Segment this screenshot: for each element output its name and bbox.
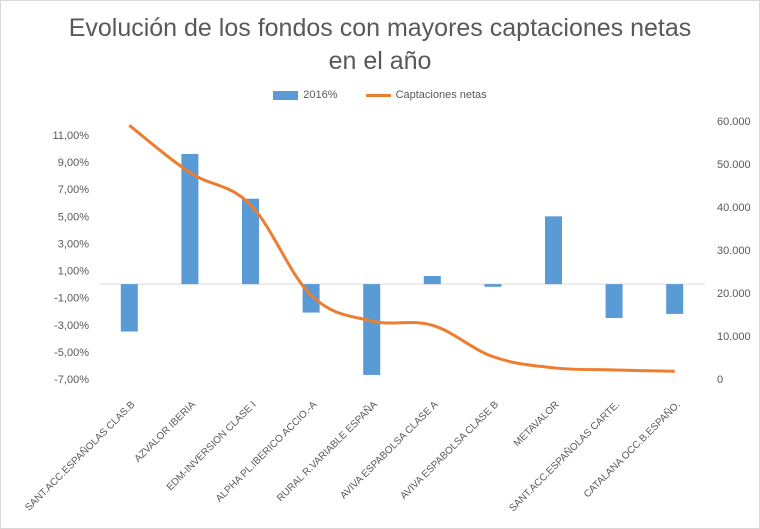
bar bbox=[423, 275, 441, 285]
y-left-tick-label: -1,00% bbox=[54, 293, 89, 305]
legend: 2016% Captaciones netas bbox=[1, 89, 759, 101]
bar bbox=[484, 284, 502, 287]
y-right-tick-label: 40.000 bbox=[717, 202, 751, 214]
y-left-tick-label: -3,00% bbox=[54, 320, 89, 332]
x-tick-label: ALPHA PL.IBERICO ACCIO.-A bbox=[214, 399, 319, 504]
y-left-tick-label: 11,00% bbox=[53, 130, 90, 142]
x-tick-label: SANT.ACC.ESPAÑOLAS CARTE. bbox=[506, 398, 622, 514]
y-left-tick-label: -7,00% bbox=[54, 374, 89, 386]
x-tick-label: RURAL R.VARIABLE ESPAÑA bbox=[274, 398, 380, 504]
y-left-tick-label: 9,00% bbox=[58, 157, 89, 169]
line-series-captaciones bbox=[128, 124, 675, 373]
legend-item-line: Captaciones netas bbox=[365, 89, 487, 101]
x-tick-label: SANT.ACC.ESPAÑOLAS CLAS.B bbox=[22, 398, 138, 514]
legend-line-label: Captaciones netas bbox=[395, 89, 487, 101]
x-tick-label: METAVALOR bbox=[512, 399, 562, 449]
y-right-tick-label: 60.000 bbox=[717, 116, 751, 128]
bar bbox=[605, 284, 623, 318]
bar bbox=[545, 216, 562, 285]
bar bbox=[181, 153, 199, 285]
y-right-tick-label: 20.000 bbox=[717, 288, 751, 300]
legend-bar-swatch bbox=[273, 90, 299, 100]
bar bbox=[120, 284, 138, 332]
y-left-tick-label: 7,00% bbox=[58, 184, 89, 196]
y-right-tick-label: 50.000 bbox=[717, 159, 751, 171]
bar bbox=[363, 284, 381, 375]
y-right-tick-label: 0 bbox=[717, 374, 723, 386]
y-right-tick-label: 30.000 bbox=[717, 245, 751, 257]
legend-bar-label: 2016% bbox=[303, 89, 338, 101]
y-left-tick-label: 5,00% bbox=[58, 211, 89, 223]
y-left-tick-label: 3,00% bbox=[58, 238, 89, 250]
x-tick-label: AVIVA ESPABOLSA CLASE B bbox=[399, 399, 502, 502]
bar bbox=[242, 198, 259, 285]
x-tick-label: AZVALOR IBERIA bbox=[133, 399, 199, 465]
x-tick-label: CATALANA OCC.B.ESPAÑO. bbox=[581, 398, 683, 500]
bar bbox=[666, 284, 684, 314]
y-left-tick-label: 1,00% bbox=[58, 266, 89, 278]
chart-title: Evolución de los fondos con mayores capt… bbox=[68, 14, 692, 42]
legend-line-swatch bbox=[365, 93, 391, 97]
chart-title-line2: en el año bbox=[328, 47, 432, 75]
x-tick-label: AVIVA ESPABOLSA CLASE A bbox=[338, 399, 440, 501]
legend-item-bar: 2016% bbox=[273, 89, 338, 101]
y-right-tick-label: 10.000 bbox=[717, 331, 751, 343]
y-left-tick-label: -5,00% bbox=[54, 347, 89, 359]
